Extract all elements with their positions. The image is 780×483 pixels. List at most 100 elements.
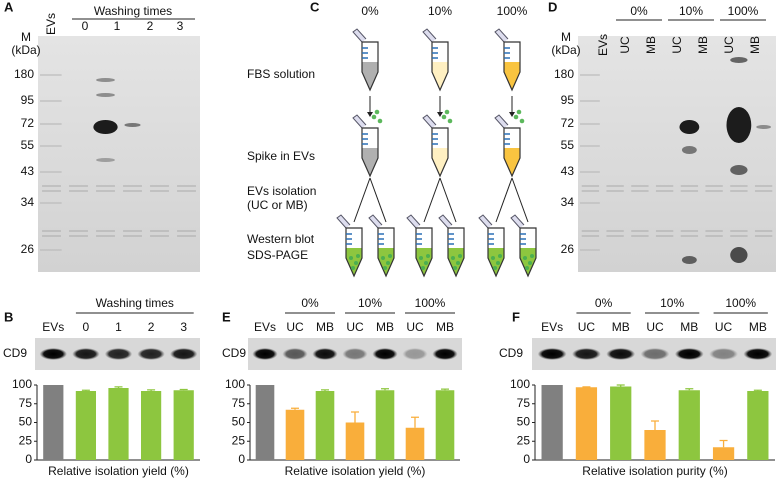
bar — [173, 390, 194, 460]
ev-dot — [530, 254, 534, 258]
marker-label: 180 — [554, 67, 574, 81]
error-bar — [651, 420, 659, 430]
band — [754, 185, 773, 187]
tube-cap — [494, 114, 509, 129]
bar — [435, 390, 455, 460]
lane-label: MB — [680, 320, 698, 334]
ev-dot — [374, 109, 380, 115]
tube — [431, 127, 449, 178]
tube — [361, 41, 379, 92]
band — [150, 235, 169, 237]
tube-liquid — [504, 62, 520, 90]
error-bar — [81, 389, 90, 391]
lane-label: MB — [644, 36, 658, 54]
error-bar — [381, 388, 389, 391]
ev-dot — [356, 254, 360, 258]
band — [679, 120, 700, 134]
band — [96, 190, 115, 192]
band — [681, 146, 697, 154]
blot-band — [709, 348, 738, 360]
tube — [431, 41, 449, 92]
lane-label: UC — [578, 320, 596, 334]
y-tick-label: 50 — [19, 415, 33, 429]
error-bar — [147, 389, 156, 391]
band — [123, 230, 142, 232]
percent-label: 100% — [497, 4, 528, 18]
lane-label: MB — [376, 320, 394, 334]
marker-label: 180 — [14, 67, 34, 81]
ev-dot — [354, 261, 358, 265]
error-bar — [441, 388, 449, 391]
band — [40, 171, 62, 173]
tube-cap — [352, 28, 367, 43]
band — [123, 190, 142, 192]
band — [93, 120, 118, 134]
band — [730, 185, 748, 187]
blot-band — [39, 348, 67, 360]
band — [96, 185, 115, 187]
group-label: 100% — [728, 4, 759, 18]
bar — [375, 390, 395, 460]
step-label: (UC or MB) — [247, 198, 308, 212]
arrow — [353, 177, 371, 223]
band — [631, 235, 649, 237]
tube — [345, 227, 363, 278]
band — [581, 235, 600, 237]
band — [730, 230, 748, 232]
band — [40, 145, 62, 147]
band — [581, 230, 600, 232]
bar — [43, 385, 64, 460]
lane-label: 0 — [83, 320, 90, 334]
ev-dot — [381, 256, 385, 260]
bar — [140, 391, 162, 460]
band — [40, 100, 62, 102]
ev-dot — [424, 261, 428, 265]
marker-title: M — [561, 30, 571, 44]
ev-dot — [421, 266, 425, 270]
lane-label: 3 — [177, 19, 184, 33]
band — [69, 190, 88, 192]
step-label: EVs isolation — [247, 184, 316, 198]
band — [680, 230, 699, 232]
lane-label: 1 — [115, 320, 122, 334]
band — [96, 93, 115, 97]
step-label: SDS-PAGE — [247, 248, 308, 262]
band — [96, 230, 115, 232]
y-tick-label: 75 — [232, 396, 246, 410]
tube-cap — [422, 114, 437, 129]
lane-label: 0 — [82, 19, 89, 33]
tube-liquid — [362, 62, 378, 90]
band — [730, 57, 748, 63]
bar — [541, 385, 563, 460]
band — [730, 165, 748, 175]
error-bar — [719, 439, 728, 448]
bar — [575, 387, 598, 460]
ev-dot — [377, 118, 383, 124]
tube-cap — [422, 28, 437, 43]
group-label: 10% — [660, 296, 684, 310]
error-bar — [753, 389, 762, 391]
tube — [503, 127, 521, 178]
marker-title: (kDa) — [11, 43, 40, 57]
blot-band — [104, 348, 133, 360]
band — [655, 235, 674, 237]
blot-label: CD9 — [3, 346, 27, 360]
bar — [255, 385, 275, 460]
band — [680, 235, 699, 237]
ev-dot — [516, 109, 522, 115]
ev-dot — [419, 256, 423, 260]
band — [124, 123, 141, 127]
band — [631, 185, 649, 187]
band — [580, 74, 600, 76]
panel-letter: E — [222, 309, 231, 324]
group-label: 100% — [415, 296, 446, 310]
blot-band — [342, 348, 368, 360]
lane-label: MB — [436, 320, 454, 334]
band — [177, 230, 196, 232]
band — [40, 123, 62, 125]
error-bar — [179, 388, 188, 391]
tube — [487, 227, 505, 278]
blot-band — [252, 348, 278, 360]
tube-cap — [478, 214, 493, 229]
blot-label: CD9 — [499, 346, 523, 360]
